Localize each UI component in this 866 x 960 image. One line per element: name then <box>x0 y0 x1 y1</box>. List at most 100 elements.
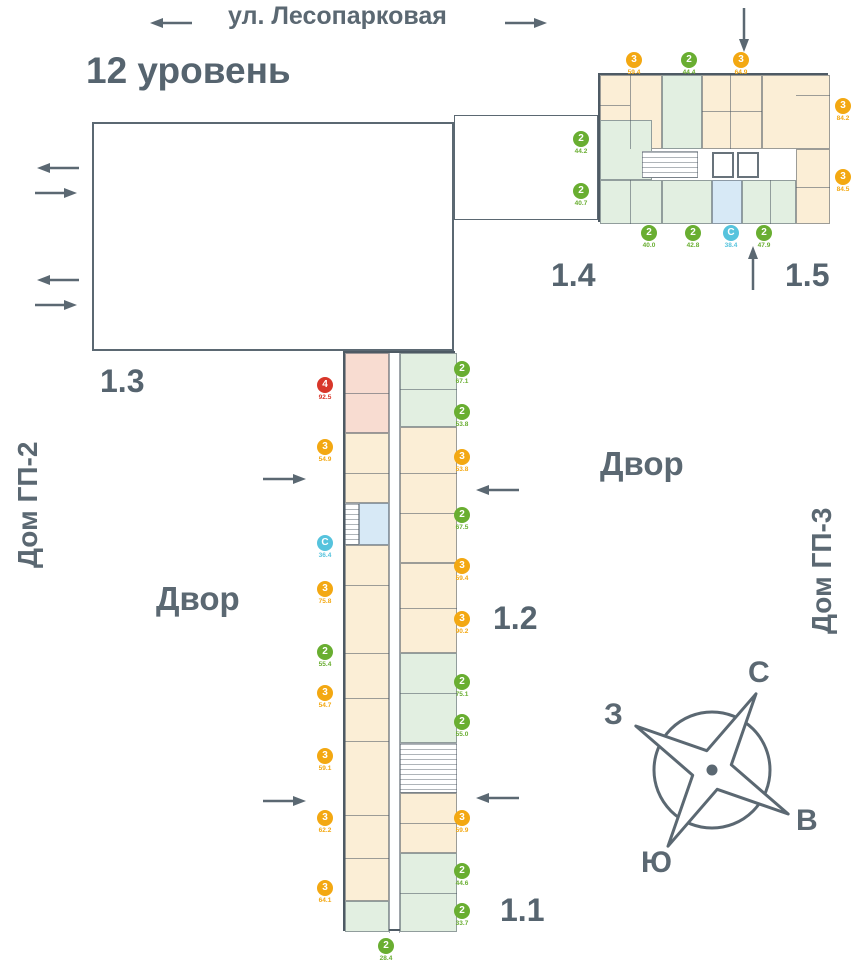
yard-label-left: Двор <box>156 580 240 617</box>
apartment-area-label: 55.4 <box>318 661 332 668</box>
apartment-area-label: 92.5 <box>318 394 332 401</box>
apartment-badge[interactable]: 3 <box>317 748 333 764</box>
apartment-unit[interactable] <box>400 853 457 932</box>
apartment-badge[interactable]: 3 <box>626 52 642 68</box>
compass-rose <box>634 692 790 848</box>
apartment-badge[interactable]: 2 <box>454 674 470 690</box>
apartment-area-label: 59.4 <box>627 69 641 76</box>
apartment-badge[interactable]: С <box>723 225 739 241</box>
apartment-unit[interactable] <box>662 75 702 149</box>
wall-divider <box>400 693 457 694</box>
apartment-area-label: 67.1 <box>455 378 469 385</box>
apartment-unit[interactable] <box>345 433 389 503</box>
apartment-unit[interactable] <box>742 180 796 224</box>
apartment-area-label: 75.1 <box>455 691 469 698</box>
section-label-1-4: 1.4 <box>551 257 596 293</box>
apartment-badge[interactable]: 3 <box>835 98 851 114</box>
apartment-unit[interactable] <box>702 75 762 149</box>
wall-divider <box>400 608 457 609</box>
apartment-area-label: 53.8 <box>455 421 469 428</box>
compass-west-label: З <box>604 698 623 731</box>
street-arrow-left <box>150 18 192 28</box>
apartment-unit[interactable] <box>796 149 830 224</box>
apartment-badge[interactable]: 3 <box>454 810 470 826</box>
apartment-area-label: 47.9 <box>757 242 771 249</box>
apartment-area-label: 67.5 <box>455 524 469 531</box>
apartment-badge[interactable]: 3 <box>733 52 749 68</box>
apartment-badge[interactable]: 3 <box>454 449 470 465</box>
apartment-unit[interactable] <box>400 353 457 427</box>
apartment-badge[interactable]: 2 <box>378 938 394 954</box>
wall-divider <box>345 858 389 859</box>
apartment-badge[interactable]: 4 <box>317 377 333 393</box>
west-entry-arrow-1 <box>35 188 77 198</box>
apartment-badge[interactable]: 2 <box>573 183 589 199</box>
apartment-unit[interactable] <box>345 901 389 932</box>
apartment-unit[interactable] <box>762 75 830 149</box>
wall-divider <box>345 473 389 474</box>
apartment-area-label: 84.5 <box>836 186 850 193</box>
apartment-badge[interactable]: 2 <box>454 361 470 377</box>
apartment-area-label: 64.1 <box>318 897 332 904</box>
apartment-badge[interactable]: 2 <box>454 863 470 879</box>
apartment-badge[interactable]: 2 <box>454 903 470 919</box>
apartment-unit[interactable] <box>359 503 389 545</box>
wall-divider <box>796 187 830 188</box>
wall-divider <box>630 180 631 224</box>
wall-divider <box>796 95 830 96</box>
apartment-area-label: 55.0 <box>455 731 469 738</box>
apartment-badge[interactable]: 3 <box>454 558 470 574</box>
apartment-badge[interactable]: 3 <box>317 439 333 455</box>
apartment-badge[interactable]: 2 <box>641 225 657 241</box>
section-label-1-2: 1.2 <box>493 600 538 636</box>
apartment-area-label: 44.6 <box>455 880 469 887</box>
section-1-3-outline[interactable] <box>92 122 454 351</box>
west-exit-arrow-1 <box>37 163 79 173</box>
apartment-unit[interactable] <box>400 427 457 563</box>
apartment-unit[interactable] <box>600 180 662 224</box>
apartment-badge[interactable]: 2 <box>681 52 697 68</box>
apartment-area-label: 75.8 <box>318 598 332 605</box>
house-label-gp2: Дом ГП-2 <box>12 441 43 568</box>
apartment-area-label: 40.0 <box>642 242 656 249</box>
apartment-badge[interactable]: С <box>317 535 333 551</box>
apartment-badge[interactable]: 3 <box>454 611 470 627</box>
apartment-badge[interactable]: 3 <box>317 581 333 597</box>
apartment-area-label: 64.9 <box>734 69 748 76</box>
wall-divider <box>400 893 457 894</box>
elevator-shaft <box>712 152 734 178</box>
apartment-unit[interactable] <box>400 653 457 743</box>
entrance-arrow-right-1-2 <box>476 485 519 495</box>
apartment-badge[interactable]: 2 <box>685 225 701 241</box>
apartment-area-label: 59.4 <box>455 575 469 582</box>
apartment-badge[interactable]: 3 <box>317 810 333 826</box>
apartment-badge[interactable]: 3 <box>317 880 333 896</box>
entrance-arrow-left-1-2 <box>263 474 306 484</box>
apartment-badge[interactable]: 2 <box>454 404 470 420</box>
apartment-area-label: 40.7 <box>574 200 588 207</box>
apartment-badge[interactable]: 2 <box>573 131 589 147</box>
wall-divider <box>400 473 457 474</box>
apartment-area-label: 53.8 <box>455 466 469 473</box>
apartment-badge[interactable]: 3 <box>317 685 333 701</box>
apartment-badge[interactable]: 2 <box>317 644 333 660</box>
wall-divider <box>600 105 630 106</box>
yard-label-right: Двор <box>600 445 684 482</box>
apartment-unit[interactable] <box>712 180 742 224</box>
apartment-area-label: 90.2 <box>455 628 469 635</box>
wall-divider <box>345 815 389 816</box>
apartment-badge[interactable]: 2 <box>454 507 470 523</box>
apartment-badge[interactable]: 2 <box>454 714 470 730</box>
apartment-area-label: 38.4 <box>724 242 738 249</box>
north-entrance-arrow <box>739 8 749 52</box>
apartment-badge[interactable]: 2 <box>756 225 772 241</box>
apartment-badge[interactable]: 3 <box>835 169 851 185</box>
apartment-area-label: 62.2 <box>318 827 332 834</box>
stairwell <box>642 151 698 178</box>
wall-divider <box>400 823 457 824</box>
apartment-unit[interactable] <box>662 180 712 224</box>
section-label-1-3: 1.3 <box>100 363 145 399</box>
wall-divider <box>345 698 389 699</box>
wall-divider <box>702 111 762 112</box>
apartment-unit[interactable] <box>345 545 389 901</box>
